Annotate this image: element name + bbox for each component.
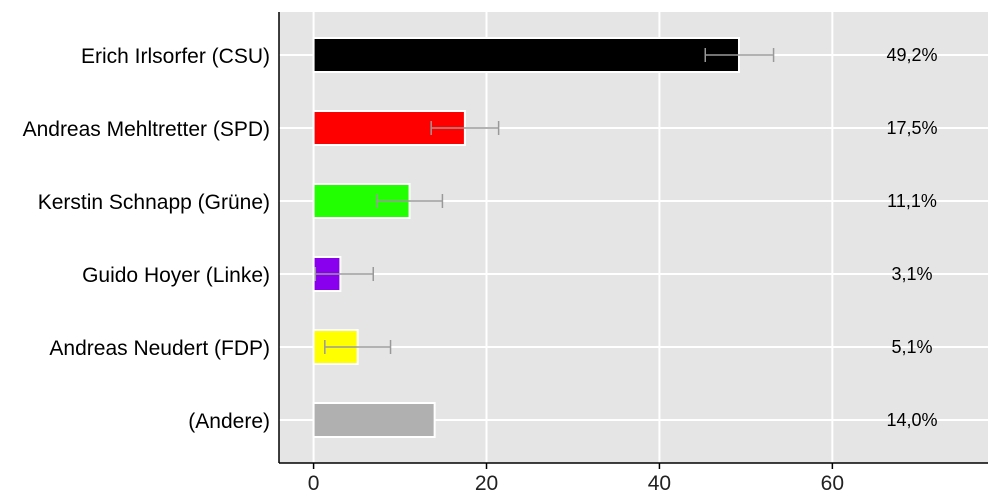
x-tick-label: 60 [821, 472, 844, 495]
category-label: Andreas Neudert (FDP) [49, 337, 270, 360]
category-label: Erich Irlsorfer (CSU) [81, 45, 270, 68]
category-label: (Andere) [188, 410, 270, 433]
value-labels-group: 49,2% 17,5% 11,1% 3,1% 5,1% 14,0% [886, 45, 937, 430]
x-axis-ticks-group: 0 20 40 60 [308, 463, 844, 495]
value-label: 11,1% [887, 191, 937, 211]
value-label: 3,1% [891, 264, 932, 284]
x-tick-label: 20 [475, 472, 498, 495]
plot-background [279, 12, 988, 463]
category-label: Guido Hoyer (Linke) [82, 264, 270, 287]
category-label: Kerstin Schnapp (Grüne) [38, 191, 270, 214]
value-label: 5,1% [891, 337, 932, 357]
category-label: Andreas Mehltretter (SPD) [23, 118, 270, 141]
bar [312, 37, 740, 73]
x-tick-label: 0 [308, 472, 320, 495]
bar [312, 402, 436, 438]
value-label: 14,0% [886, 410, 937, 430]
error-bars-group [314, 48, 775, 354]
x-tick-label: 40 [648, 472, 671, 495]
value-label: 17,5% [886, 118, 937, 138]
category-labels-group: Erich Irlsorfer (CSU) Andreas Mehltretter… [23, 45, 270, 433]
value-label: 49,2% [886, 45, 937, 65]
